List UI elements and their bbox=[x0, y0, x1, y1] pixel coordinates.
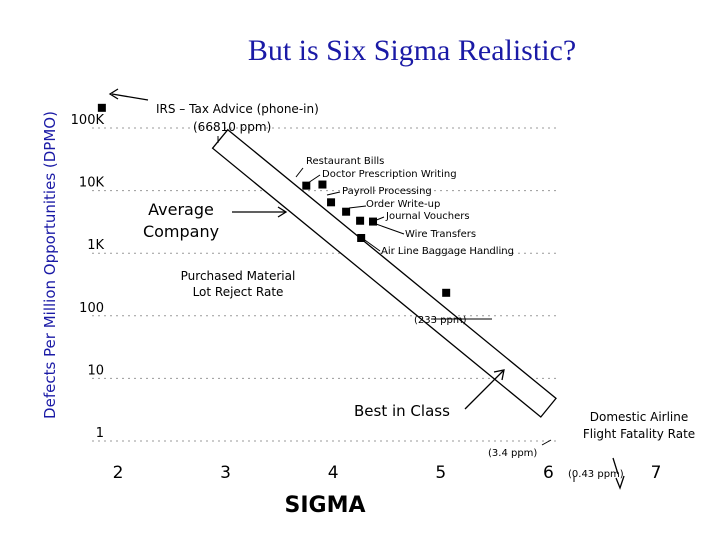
y-tick-10K: 10K bbox=[79, 176, 105, 191]
y-tick-1K: 1K bbox=[87, 238, 104, 253]
y-tick-1: 1 bbox=[96, 426, 104, 441]
wire-leader bbox=[375, 223, 405, 235]
x-tick-6: 6 bbox=[543, 463, 554, 483]
best-in-class-arrow-head bbox=[493, 369, 505, 381]
ppm-0-43-label: (0.43 ppm) bbox=[568, 469, 624, 480]
wire-label: Wire Transfers bbox=[405, 229, 476, 240]
purchased-label-line1: Purchased Material bbox=[181, 269, 296, 283]
data-point-6 bbox=[356, 216, 365, 225]
ppm-233-label: (233 ppm) bbox=[414, 315, 467, 326]
order-leader bbox=[348, 205, 367, 209]
average-label-line2: Company bbox=[143, 222, 219, 241]
data-point-1 bbox=[97, 103, 106, 112]
ppm-3-4-leader bbox=[541, 439, 552, 446]
irs-arrow bbox=[111, 93, 149, 101]
x-tick-3: 3 bbox=[220, 463, 231, 483]
fatality-rate-arrow-head bbox=[615, 475, 625, 490]
payroll-leader bbox=[326, 191, 341, 196]
purchased-label-line2: Lot Reject Rate bbox=[193, 285, 284, 299]
data-point-2 bbox=[302, 181, 311, 190]
restaurant-label: Restaurant Bills bbox=[306, 156, 384, 167]
y-tick-10: 10 bbox=[87, 363, 104, 378]
y-axis-label: Defects Per Million Opportunities (DPMO) bbox=[41, 111, 59, 419]
average-label-line1: Average bbox=[148, 200, 214, 219]
baggage-label: Air Line Baggage Handling bbox=[381, 246, 514, 257]
average-company-arrow-head bbox=[277, 206, 288, 218]
payroll-label: Payroll Processing bbox=[342, 186, 432, 197]
y-tick-labels: 100K 10K 1K 100 10 1 bbox=[71, 113, 105, 441]
ppm-3-4-label: (3.4 ppm) bbox=[488, 448, 537, 459]
y-tick-100: 100 bbox=[79, 301, 104, 316]
x-tick-2: 2 bbox=[113, 463, 124, 483]
data-point-5 bbox=[342, 207, 351, 216]
data-point-8 bbox=[357, 233, 366, 242]
restaurant-leader bbox=[295, 167, 304, 178]
doctor-label: Doctor Prescription Writing bbox=[322, 169, 457, 180]
y-tick-100K: 100K bbox=[71, 113, 105, 128]
data-point-3 bbox=[318, 180, 327, 189]
fatality-rate-arrow bbox=[612, 457, 619, 475]
best-in-class-label: Best in Class bbox=[354, 402, 450, 420]
data-point-4 bbox=[327, 198, 336, 207]
airline-label-line2: Flight Fatality Rate bbox=[583, 427, 695, 441]
order-label: Order Write-up bbox=[366, 199, 440, 210]
x-tick-labels: 2 3 4 5 6 7 bbox=[113, 463, 662, 483]
irs-arrow-head bbox=[108, 88, 119, 100]
data-point-7 bbox=[369, 217, 378, 226]
irs-value-label: (66810 ppm) bbox=[193, 120, 271, 134]
data-point-9 bbox=[442, 288, 451, 297]
journal-label: Journal Vouchers bbox=[385, 211, 470, 222]
airline-label-line1: Domestic Airline bbox=[590, 410, 689, 424]
gridlines bbox=[92, 127, 560, 442]
best-in-class-arrow bbox=[464, 370, 504, 410]
x-axis-label: SIGMA bbox=[284, 493, 365, 518]
irs-label: IRS – Tax Advice (phone-in) bbox=[156, 102, 319, 116]
x-tick-5: 5 bbox=[435, 463, 446, 483]
data-points bbox=[97, 103, 451, 297]
x-tick-4: 4 bbox=[328, 463, 339, 483]
x-tick-7: 7 bbox=[651, 463, 662, 483]
chart-title: But is Six Sigma Realistic? bbox=[248, 34, 576, 67]
